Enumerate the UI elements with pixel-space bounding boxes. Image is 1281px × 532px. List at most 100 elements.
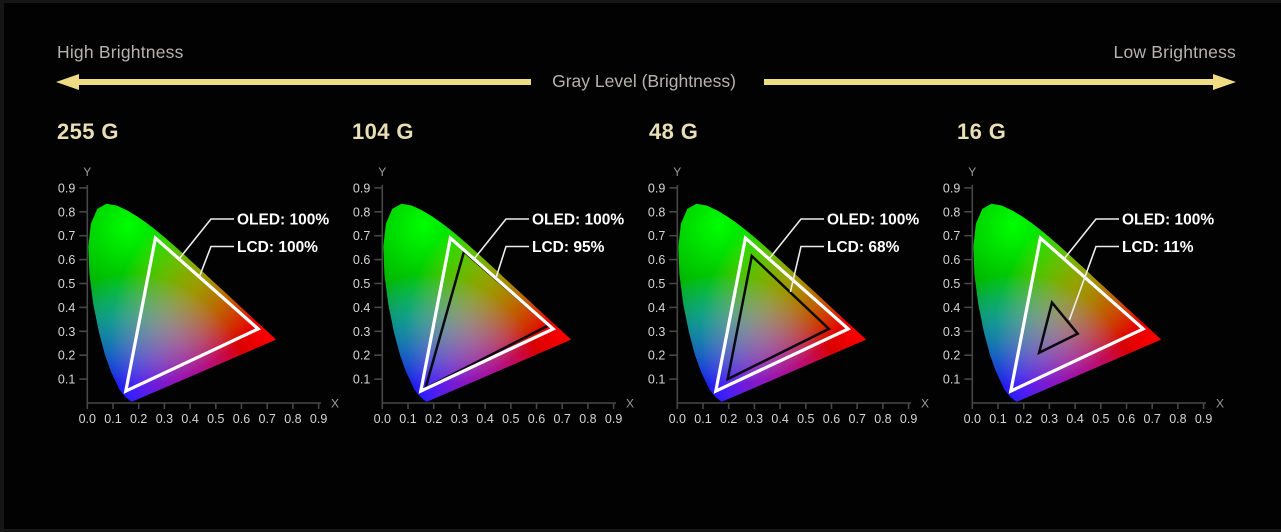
x-tick-label: 0.1 [694, 412, 711, 426]
oled-gamut-triangle [123, 235, 262, 394]
x-tick-label: 0.6 [233, 412, 250, 426]
oled-label: OLED: 100% [827, 212, 919, 229]
cie-chart-255g: 0.0 0.1 0.2 0.3 0.4 0.5 0.6 0.7 0.8 0.9 0.1 0.2 0.3 0… [41, 159, 341, 444]
arrow-right [764, 74, 1236, 90]
cie-diagram-svg: 0.0 0.1 0.2 0.3 0.4 0.5 0.6 0.7 0.8 0.9 0.1 0.2 0.3 0… [648, 165, 929, 426]
x-tick-label: 0.6 [1118, 412, 1135, 426]
chart-title: 104 G [352, 119, 414, 144]
y-axis-letter: Y [378, 165, 386, 179]
lcd-label: LCD: 95% [532, 239, 605, 256]
x-tick-label: 0.8 [1169, 412, 1186, 426]
chart-title: 16 G [957, 119, 1007, 144]
frame-edge-top [0, 0, 1281, 3]
blue-gradient [88, 273, 249, 402]
lcd-label: LCD: 100% [237, 239, 318, 256]
lcd-label: LCD: 68% [827, 239, 900, 256]
x-axis-letter: X [921, 397, 929, 411]
blue-gradient [383, 273, 544, 402]
x-tick-label: 0.1 [104, 412, 121, 426]
x-tick-label: 0.4 [181, 412, 198, 426]
y-tick-label: 0.5 [943, 277, 960, 291]
low-brightness-label: Low Brightness [1113, 42, 1236, 62]
high-brightness-label: High Brightness [57, 42, 184, 62]
x-tick-label: 0.6 [528, 412, 545, 426]
x-tick-label: 0.6 [823, 412, 840, 426]
cie-horseshoe [678, 203, 867, 402]
cie-chart-16g: 0.0 0.1 0.2 0.3 0.4 0.5 0.6 0.7 0.8 0.9 0.1 0.2 0.3 0… [926, 159, 1226, 444]
x-tick-label: 0.7 [849, 412, 866, 426]
axes [79, 185, 321, 409]
x-tick-label: 0.3 [746, 412, 763, 426]
oled-gamut-triangle [713, 235, 852, 394]
x-tick-label: 0.4 [476, 412, 493, 426]
x-axis-letter: X [331, 397, 339, 411]
x-axis-letter: X [626, 397, 634, 411]
tick-labels: 0.0 0.1 0.2 0.3 0.4 0.5 0.6 0.7 0.8 0.9 0.1 0.2 0.3 0… [648, 165, 929, 426]
y-tick-label: 0.8 [943, 205, 960, 219]
axes [374, 185, 616, 409]
y-tick-label: 0.9 [648, 181, 665, 195]
arrow-right-icon [1213, 74, 1236, 90]
y-tick-label: 0.9 [353, 181, 370, 195]
y-axis-letter: Y [673, 165, 681, 179]
y-tick-label: 0.4 [648, 301, 665, 315]
lcd-gamut-triangle [1037, 299, 1080, 356]
y-tick-label: 0.8 [353, 205, 370, 219]
oled-leader-line [767, 218, 824, 261]
cie-horseshoe [88, 203, 277, 402]
x-tick-label: 0.9 [310, 412, 327, 426]
y-tick-label: 0.8 [648, 205, 665, 219]
y-tick-label: 0.3 [353, 325, 370, 339]
x-tick-label: 0.0 [964, 412, 981, 426]
y-tick-label: 0.4 [353, 301, 370, 315]
lcd-leader-line [1068, 245, 1119, 321]
cie-diagram-svg: 0.0 0.1 0.2 0.3 0.4 0.5 0.6 0.7 0.8 0.9 0.1 0.2 0.3 0… [353, 165, 634, 426]
y-tick-label: 0.5 [648, 277, 665, 291]
y-tick-label: 0.6 [58, 253, 75, 267]
x-tick-label: 0.5 [502, 412, 519, 426]
chart-title: 255 G [57, 119, 119, 144]
cie-chart-48g: 0.0 0.1 0.2 0.3 0.4 0.5 0.6 0.7 0.8 0.9 0.1 0.2 0.3 0… [631, 159, 931, 444]
y-tick-label: 0.3 [648, 325, 665, 339]
x-tick-label: 0.0 [79, 412, 96, 426]
x-tick-label: 0.1 [989, 412, 1006, 426]
x-tick-label: 0.8 [579, 412, 596, 426]
x-axis-letter: X [1216, 397, 1224, 411]
y-tick-label: 0.7 [353, 229, 370, 243]
y-tick-label: 0.5 [58, 277, 75, 291]
x-tick-label: 0.9 [1195, 412, 1212, 426]
y-tick-label: 0.3 [943, 325, 960, 339]
y-tick-label: 0.1 [943, 373, 960, 387]
x-tick-label: 0.3 [156, 412, 173, 426]
oled-label: OLED: 100% [532, 212, 624, 229]
y-axis-letter: Y [83, 165, 91, 179]
frame-edge-bottom [0, 529, 1281, 532]
arrow-left [56, 74, 531, 90]
axes [964, 185, 1206, 409]
blue-gradient [678, 273, 839, 402]
y-tick-label: 0.7 [58, 229, 75, 243]
y-tick-label: 0.1 [648, 373, 665, 387]
y-tick-label: 0.4 [943, 301, 960, 315]
x-tick-label: 0.9 [900, 412, 917, 426]
y-tick-label: 0.7 [943, 229, 960, 243]
y-tick-label: 0.2 [58, 349, 75, 363]
y-tick-label: 0.2 [943, 349, 960, 363]
lcd-gamut-triangle [725, 253, 832, 382]
x-tick-label: 0.5 [797, 412, 814, 426]
arrow-left-icon [56, 74, 79, 90]
tick-labels: 0.0 0.1 0.2 0.3 0.4 0.5 0.6 0.7 0.8 0.9 0.1 0.2 0.3 0… [58, 165, 339, 426]
oled-gamut-triangle [418, 235, 557, 394]
x-tick-label: 0.4 [1066, 412, 1083, 426]
lcd-label: LCD: 11% [1122, 239, 1194, 256]
y-tick-label: 0.7 [648, 229, 665, 243]
tick-labels: 0.0 0.1 0.2 0.3 0.4 0.5 0.6 0.7 0.8 0.9 0.1 0.2 0.3 0… [353, 165, 634, 426]
x-tick-label: 0.5 [207, 412, 224, 426]
x-tick-label: 0.0 [669, 412, 686, 426]
lcd-leader-line [494, 245, 529, 280]
x-tick-label: 0.7 [1144, 412, 1161, 426]
y-tick-label: 0.2 [648, 349, 665, 363]
x-tick-label: 0.5 [1092, 412, 1109, 426]
x-tick-label: 0.7 [259, 412, 276, 426]
